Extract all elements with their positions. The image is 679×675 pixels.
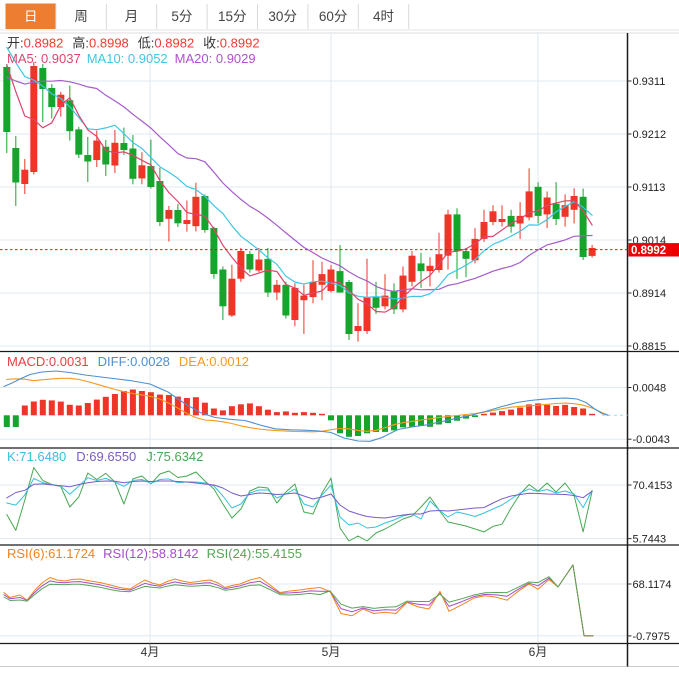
svg-text:0.9113: 0.9113 xyxy=(633,182,666,194)
svg-text:0.9212: 0.9212 xyxy=(633,129,667,141)
svg-text:0.9311: 0.9311 xyxy=(633,76,666,88)
svg-text:5月: 5月 xyxy=(322,645,341,659)
svg-text:5.7443: 5.7443 xyxy=(633,534,667,546)
svg-text:0.0048: 0.0048 xyxy=(633,383,667,395)
svg-text:15分: 15分 xyxy=(218,9,247,24)
svg-text:0.8992: 0.8992 xyxy=(631,245,666,257)
svg-text:0.8815: 0.8815 xyxy=(633,341,667,353)
svg-text:-0.7975: -0.7975 xyxy=(633,631,670,643)
svg-text:30分: 30分 xyxy=(268,9,297,24)
svg-text:5分: 5分 xyxy=(171,9,192,24)
svg-text:月: 月 xyxy=(125,9,139,24)
svg-text:60分: 60分 xyxy=(319,9,348,24)
svg-text:4时: 4时 xyxy=(373,9,394,24)
svg-text:6月: 6月 xyxy=(529,645,548,659)
svg-text:4月: 4月 xyxy=(141,645,160,659)
svg-text:0.8914: 0.8914 xyxy=(633,288,667,300)
svg-text:周: 周 xyxy=(74,9,88,24)
svg-text:70.4153: 70.4153 xyxy=(633,480,673,492)
svg-text:日: 日 xyxy=(24,9,38,24)
svg-text:-0.0043: -0.0043 xyxy=(633,434,670,446)
svg-text:68.1174: 68.1174 xyxy=(633,579,672,591)
